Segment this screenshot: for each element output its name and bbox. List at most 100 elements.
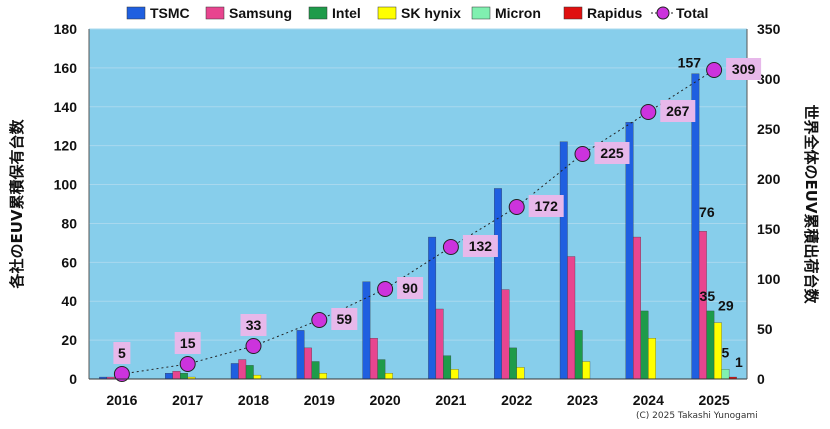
y-axis-label-left: 各社のEUV累積保有台数 [8,118,26,289]
x-tick-label: 2020 [370,392,401,408]
legend-swatch [308,6,328,20]
legend-item-label: SK hynix [401,5,461,21]
total-label: 90 [402,280,418,296]
x-tick-label: 2017 [172,392,203,408]
y-tick-label-right: 250 [757,121,781,137]
y-axis-label-right: 世界全体のEUV累積出荷台数 [802,104,820,304]
bar-intel-2019 [311,361,320,380]
total-label: 59 [337,311,353,327]
y-tick-label-left: 140 [54,99,78,115]
y-tick-label-right: 50 [757,321,773,337]
y-tick-label-left: 60 [61,254,77,270]
y-tick-label-left: 80 [61,215,77,231]
bar-sk-hynix-2020 [384,373,393,380]
total-point-2021 [442,239,459,255]
bar-data-label: 35 [700,288,716,304]
bar-tsmc-2019 [296,330,305,380]
legend-swatch [471,6,491,20]
total-point-2024 [640,104,657,120]
legend-item-label: Samsung [229,5,292,21]
total-label-box [594,142,630,164]
x-tick-label: 2025 [699,392,730,408]
bar-sk-hynix-2019 [319,373,327,380]
total-point-2018 [245,338,262,354]
total-point-2016 [113,366,130,382]
total-label-box [528,195,564,217]
legend-swatch [205,6,225,20]
total-label: 225 [600,145,624,161]
bar-intel-2020 [377,359,386,380]
y-tick-label-right: 300 [757,71,781,87]
bar-samsung-2022 [501,289,510,380]
bar-samsung-2018 [238,359,247,380]
y-tick-label-left: 180 [54,21,78,37]
bar-tsmc-2023 [559,141,568,380]
y-tick-label-left: 120 [54,138,78,154]
legend-item-label: Total [676,5,708,21]
bar-samsung-2021 [435,308,444,380]
bar-intel-2021 [443,355,452,380]
total-label: 172 [535,198,559,214]
y-tick-label-right: 200 [757,171,781,187]
total-point-2025 [706,62,723,78]
legend-item-label: Intel [332,5,361,21]
total-label: 267 [666,103,690,119]
y-tick-label-right: 100 [757,271,781,287]
total-point-2017 [179,356,196,372]
bar-samsung-2020 [369,338,378,380]
total-label-box [462,235,498,257]
bar-tsmc-2021 [428,236,437,380]
total-label: 5 [118,345,126,361]
bar-samsung-2025 [698,231,707,380]
bar-sk-hynix-2021 [450,369,459,380]
total-point-2023 [574,146,591,162]
y-tick-label-right: 350 [757,21,781,37]
total-label-box [397,277,424,299]
bar-tsmc-2022 [494,188,502,380]
total-line-layer [113,62,723,382]
legend-item-label: TSMC [150,5,190,21]
total-label-box [113,342,131,364]
axes: 0 20 40 60 80 100 120 140 160 180 0 50 100 150 200 250 3… [54,21,781,408]
total-point-2022 [508,199,525,215]
x-tick-label: 2016 [106,392,137,408]
bar-sk-hynix-2022 [516,367,525,380]
total-label-box [726,58,762,80]
bar-samsung-2023 [567,256,576,380]
bar-intel-2022 [509,347,517,380]
y-tick-label-left: 160 [54,60,78,76]
bar-data-label: 29 [718,298,734,314]
total-point-2020 [377,281,394,297]
legend-swatch [126,6,146,20]
y-tick-label-right: 0 [757,371,765,387]
bars-layer [99,73,737,380]
bar-data-label: 5 [721,344,729,360]
y-tick-label-left: 20 [61,332,77,348]
total-label-box [660,100,696,122]
bar-samsung-2017 [172,371,181,380]
total-label-box [240,314,267,336]
bar-micron-2025 [721,369,730,380]
legend-item-label: Micron [495,5,541,21]
total-point-2019 [311,312,328,328]
x-tick-label: 2024 [633,392,664,408]
bar-sk-hynix-2024 [648,338,656,380]
bar-data-label: 1 [735,354,743,370]
y-tick-label-right: 150 [757,221,781,237]
total-label-box [331,308,358,330]
y-tick-label-left: 100 [54,177,78,193]
total-line [121,69,715,375]
x-tick-label: 2019 [304,392,335,408]
total-label: 33 [246,317,262,333]
x-tick-label: 2023 [567,392,598,408]
bar-tsmc-2017 [165,373,173,380]
bar-samsung-2019 [304,347,312,380]
bar-data-label: 76 [699,204,715,220]
legend-swatch [563,6,583,20]
bar-intel-2018 [245,365,254,380]
bar-intel-2025 [706,310,715,380]
bar-samsung-2024 [633,236,641,380]
bar-tsmc-2018 [230,363,239,380]
